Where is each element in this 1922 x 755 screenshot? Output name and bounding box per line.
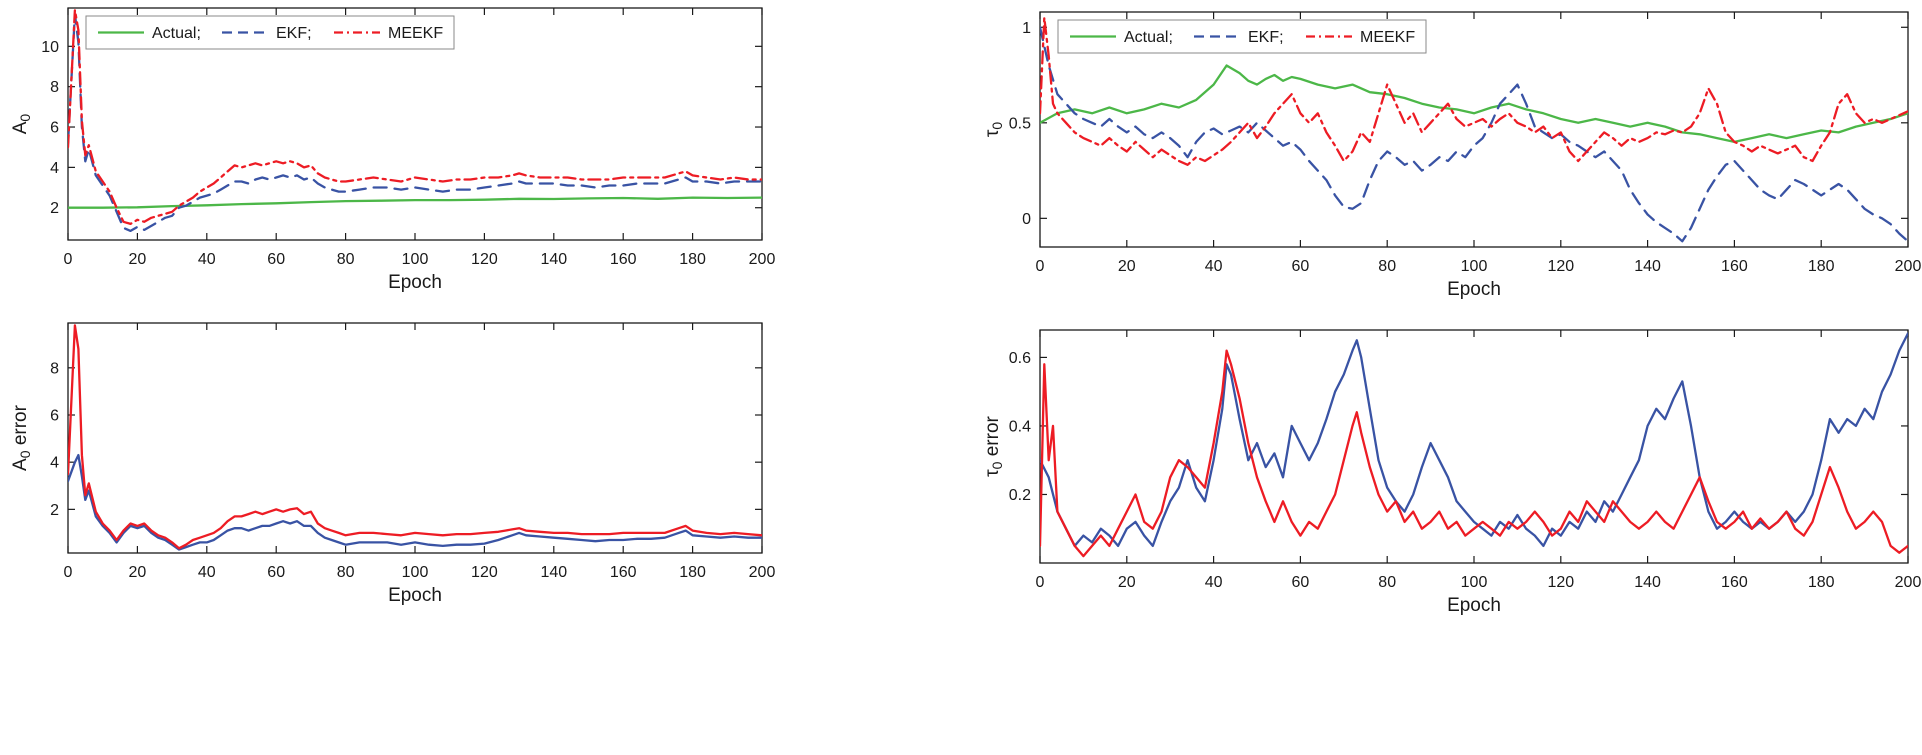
x-tick-label: 180 [1808,258,1835,275]
x-tick-label: 80 [1378,574,1396,591]
x-tick-label: 0 [1036,258,1045,275]
x-axis-label: Epoch [388,272,442,293]
x-tick-label: 200 [1895,574,1922,591]
x-tick-label: 140 [540,251,567,268]
y-tick-label: 2 [50,502,59,519]
y-tick-label: 8 [50,360,59,377]
x-tick-label: 60 [1292,574,1310,591]
series-line-meekf-error [68,324,762,550]
y-tick-label: 0.4 [1009,418,1031,435]
x-tick-label: 120 [471,564,498,581]
y-tick-label: 10 [41,39,59,56]
x-tick-label: 20 [129,251,147,268]
x-tick-label: 40 [1205,258,1223,275]
x-tick-label: 100 [1461,258,1488,275]
y-tick-label: 2 [50,200,59,217]
series-line-ekf [68,12,762,233]
legend: Actual; EKF; MEEKF [85,15,455,50]
y-tick-label: 4 [50,455,59,472]
x-tick-label: 40 [1205,574,1223,591]
x-tick-label: 40 [198,564,216,581]
x-tick-label: 100 [1461,574,1488,591]
x-tick-label: 80 [337,564,355,581]
x-tick-label: 160 [610,564,637,581]
x-tick-label: 120 [1547,574,1574,591]
chart-a0: 0 20 40 60 80 100 120 140 160 180 200 2 4 6 8 10 Epoch A0… [10,7,776,293]
y-tick-label: 4 [50,160,59,177]
x-tick-label: 60 [267,564,285,581]
legend-label: EKF; [276,25,312,42]
y-axis-label: A0 error [10,404,33,471]
x-tick-label: 200 [1895,258,1922,275]
legend-label: Actual; [152,25,201,42]
legend-box [1057,19,1427,54]
x-tick-label: 40 [198,251,216,268]
y-tick-label: 1 [1022,20,1031,37]
legend-label: MEEKF [1360,29,1415,46]
x-tick-label: 200 [749,251,776,268]
y-axis-label: A0 [10,114,33,135]
x-tick-label: 140 [540,564,567,581]
legend-box [85,15,455,50]
x-tick-label: 0 [64,564,73,581]
x-tick-label: 100 [402,564,429,581]
x-tick-label: 180 [679,564,706,581]
legend-label: EKF; [1248,29,1284,46]
x-tick-label: 20 [1118,574,1136,591]
chart-a0-error: 0 20 40 60 80 100 120 140 160 180 200 2 4 6 8 Epoch A0 e… [10,322,776,606]
x-tick-label: 80 [1378,258,1396,275]
series-line-actual [1040,64,1908,144]
series-line-meekf [68,8,762,226]
x-tick-label: 120 [471,251,498,268]
x-tick-label: 60 [267,251,285,268]
legend-label: MEEKF [388,25,443,42]
series-line-meekf-error [1040,349,1908,558]
axis-box [67,322,763,554]
x-tick-label: 160 [1721,258,1748,275]
x-tick-label: 20 [129,564,147,581]
x-tick-label: 180 [1808,574,1835,591]
series-line-ekf [1040,26,1908,243]
chart-tau0: 0 20 40 60 80 100 120 140 160 180 200 0 0.5 1 Epoch τ0 A… [982,11,1922,300]
x-tick-label: 100 [402,251,429,268]
x-tick-label: 140 [1634,574,1661,591]
y-tick-label: 6 [50,408,59,425]
series-line-ekf-error [68,453,762,551]
chart-tau0-error: 0 20 40 60 80 100 120 140 160 180 200 0.2 0.4 0.6 Epoc… [982,329,1922,616]
x-tick-label: 60 [1292,258,1310,275]
x-axis-label: Epoch [1447,595,1501,616]
x-tick-label: 20 [1118,258,1136,275]
x-tick-label: 140 [1634,258,1661,275]
y-axis-label: τ0 [982,122,1005,138]
y-axis-label: τ0 error [982,415,1005,476]
x-axis-label: Epoch [388,585,442,606]
series-line-ekf-error [1040,332,1908,548]
legend-label: Actual; [1124,29,1173,46]
x-tick-label: 160 [1721,574,1748,591]
x-tick-label: 180 [679,251,706,268]
x-axis-label: Epoch [1447,279,1501,300]
x-tick-label: 80 [337,251,355,268]
x-tick-label: 0 [1036,574,1045,591]
y-tick-label: 8 [50,79,59,96]
x-tick-label: 0 [64,251,73,268]
x-tick-label: 160 [610,251,637,268]
x-tick-label: 120 [1547,258,1574,275]
y-tick-label: 0.6 [1009,350,1031,367]
y-tick-label: 6 [50,120,59,137]
y-tick-label: 0 [1022,211,1031,228]
y-tick-label: 0.2 [1009,487,1031,504]
legend: Actual; EKF; MEEKF [1057,19,1427,54]
x-tick-label: 200 [749,564,776,581]
y-tick-label: 0.5 [1009,115,1031,132]
